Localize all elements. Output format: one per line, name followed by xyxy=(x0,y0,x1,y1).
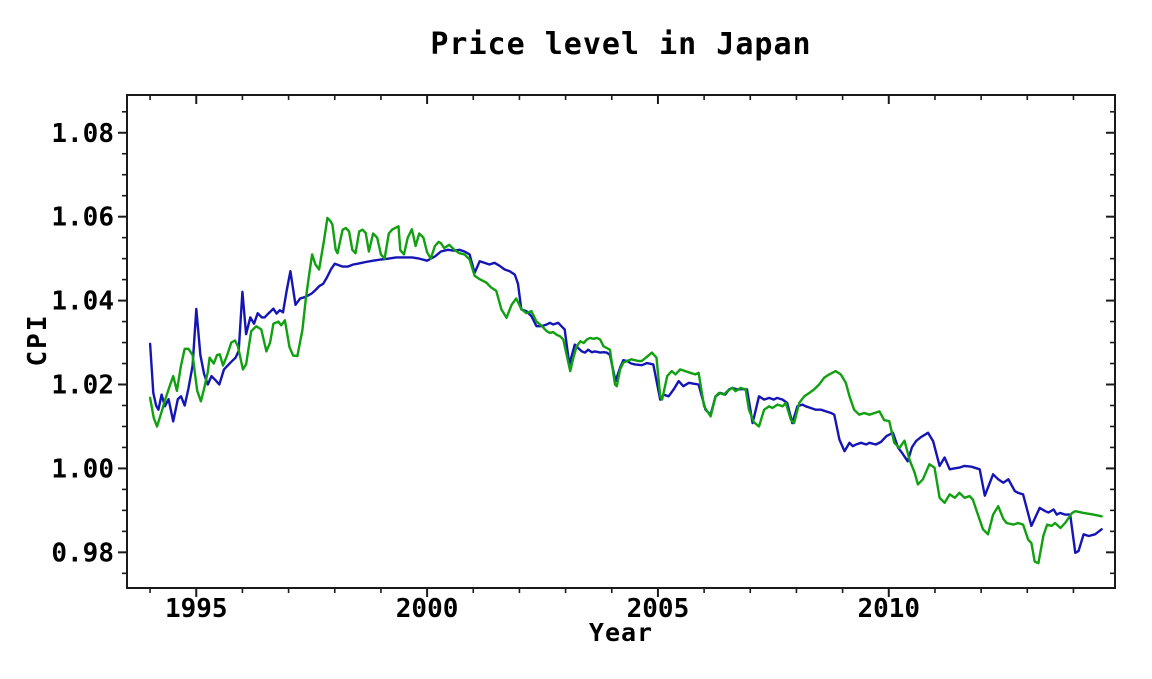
y-tick-label: 1.08 xyxy=(51,119,114,149)
y-tick-label: 1.06 xyxy=(51,203,114,233)
x-tick-label: 1995 xyxy=(165,594,228,624)
blue-line xyxy=(148,248,1103,554)
y-tick-label: 1.04 xyxy=(51,287,114,317)
green-line xyxy=(148,216,1103,565)
y-tick-label: 1.00 xyxy=(51,454,114,484)
y-tick-label: 0.98 xyxy=(51,538,114,568)
axis-frame xyxy=(126,94,1116,589)
x-tick-label: 2010 xyxy=(857,594,920,624)
y-tick-label: 1.02 xyxy=(51,371,114,401)
x-tick-label: 2005 xyxy=(627,594,690,624)
x-tick-label: 2000 xyxy=(396,594,459,624)
x-axis-title: Year xyxy=(588,618,654,647)
chart-title: Price level in Japan xyxy=(430,27,812,62)
